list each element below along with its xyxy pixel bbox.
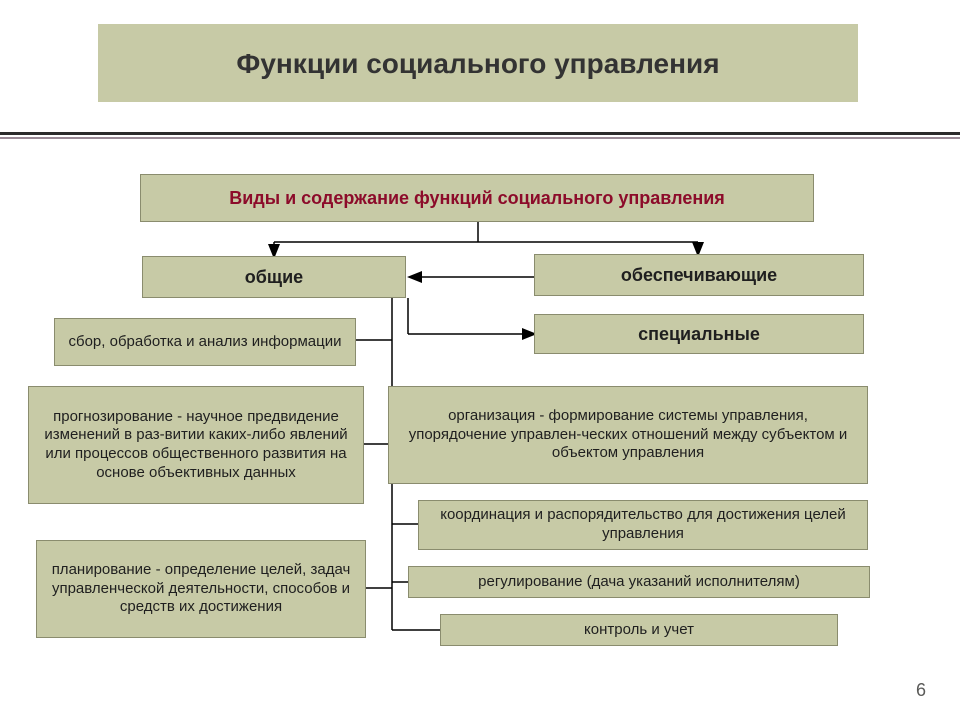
node-general-text: общие [245,266,303,289]
node-forecast-text: прогнозирование - научное предвидение из… [37,408,355,483]
slide-title: Функции социального управления [98,24,858,102]
node-planning: планирование - определение целей, задач … [36,540,366,638]
node-info: сбор, обработка и анализ информации [54,318,356,366]
node-control-text: контроль и учет [584,621,694,640]
node-planning-text: планирование - определение целей, задач … [45,561,357,617]
node-organization-text: организация - формирование системы управ… [397,407,859,463]
page-number: 6 [916,680,926,701]
node-regulation-text: регулирование (дача указаний исполнителя… [478,573,800,592]
node-special: специальные [534,314,864,354]
page-number-text: 6 [916,680,926,700]
node-providing: обеспечивающие [534,254,864,296]
node-regulation: регулирование (дача указаний исполнителя… [408,566,870,598]
node-coordination-text: координация и распорядительство для дост… [427,506,859,544]
node-control: контроль и учет [440,614,838,646]
slide-title-text: Функции социального управления [236,46,719,81]
node-general: общие [142,256,406,298]
slide-root: Функции социального управления Виды и со… [0,0,960,720]
diagram-header: Виды и содержание функций социального уп… [140,174,814,222]
node-info-text: сбор, обработка и анализ информации [69,333,342,352]
node-forecast: прогнозирование - научное предвидение из… [28,386,364,504]
node-special-text: специальные [638,323,760,346]
node-providing-text: обеспечивающие [621,264,777,287]
divider-rule-dark [0,132,960,135]
divider-rule-light [0,137,960,139]
node-coordination: координация и распорядительство для дост… [418,500,868,550]
diagram-header-text: Виды и содержание функций социального уп… [229,187,725,210]
node-organization: организация - формирование системы управ… [388,386,868,484]
